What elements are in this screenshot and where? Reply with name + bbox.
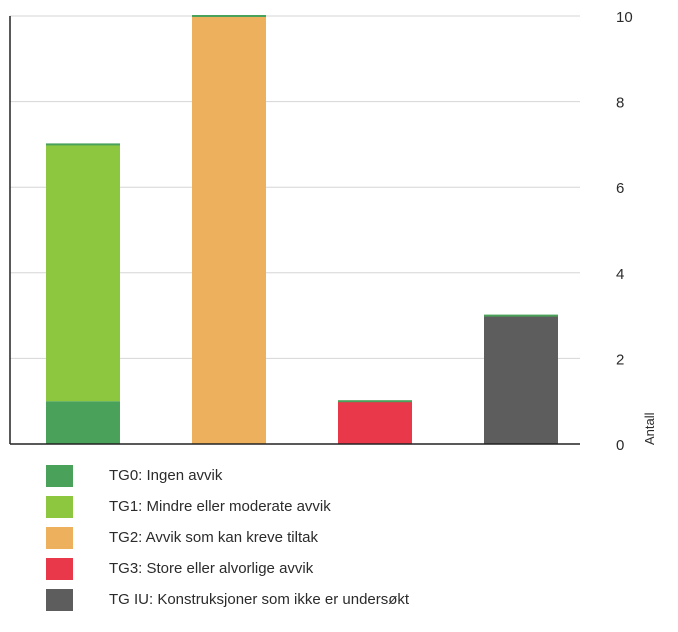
legend-item: TG1: Mindre eller moderate avvik xyxy=(46,491,409,522)
y-tick-label: 2 xyxy=(616,351,624,368)
bars xyxy=(46,15,558,444)
legend-swatch xyxy=(46,495,73,518)
bar-top-edge xyxy=(484,314,558,317)
y-tick-labels: 0 2 4 6 8 10 xyxy=(616,9,633,454)
bar-segment xyxy=(338,401,412,444)
legend-label: TG0: Ingen avvik xyxy=(109,467,223,484)
legend-item: TG IU: Konstruksjoner som ikke er unders… xyxy=(46,584,409,615)
y-tick-label: 10 xyxy=(616,9,633,26)
bar-top-edge xyxy=(192,15,266,17)
y-tick-label: 6 xyxy=(616,180,624,197)
y-tick-label: 4 xyxy=(616,266,624,283)
legend-label: TG3: Store eller alvorlige avvik xyxy=(109,560,314,577)
y-tick-label: 0 xyxy=(616,437,624,454)
bar-top-edge xyxy=(338,400,412,403)
legend-swatch xyxy=(46,557,73,580)
legend-item: TG2: Avvik som kan kreve tiltak xyxy=(46,522,409,553)
legend-swatch xyxy=(46,588,73,611)
legend-label: TG1: Mindre eller moderate avvik xyxy=(109,498,331,515)
bar-segment xyxy=(46,144,120,402)
stacked-bar-chart: 0 2 4 6 8 10 Antall xyxy=(9,9,657,454)
legend-swatch xyxy=(46,526,73,549)
legend-label: TG2: Avvik som kan kreve tiltak xyxy=(109,529,318,546)
bar-segment xyxy=(192,16,266,444)
bar-segment xyxy=(484,315,558,444)
legend-item: TG0: Ingen avvik xyxy=(46,460,409,491)
legend-swatch xyxy=(46,464,73,487)
y-axis-title: Antall xyxy=(642,412,657,445)
bar-segment xyxy=(46,401,120,444)
legend-label: TG IU: Konstruksjoner som ikke er unders… xyxy=(109,591,410,608)
y-tick-label: 8 xyxy=(616,95,624,112)
legend-item: TG3: Store eller alvorlige avvik xyxy=(46,553,409,584)
bar-top-edge xyxy=(46,143,120,146)
legend: TG0: Ingen avvik TG1: Mindre eller modera… xyxy=(46,460,409,615)
